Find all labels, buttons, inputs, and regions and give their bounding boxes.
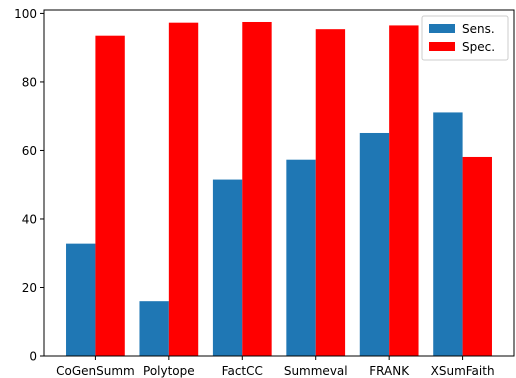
bar-spec-factcc <box>242 21 272 357</box>
bar-sens-frank <box>359 132 390 356</box>
bar-spec-polytope <box>168 22 199 357</box>
x-tick-label: XSumFaith <box>431 364 495 378</box>
bar-spec-summeval <box>315 29 346 357</box>
bar-spec-cogensumm <box>95 35 125 356</box>
bar-sens-cogensumm <box>66 243 96 356</box>
y-tick-label: 80 <box>22 75 37 89</box>
bars-group <box>66 21 492 357</box>
plot-frame <box>43 9 515 357</box>
bar-sens-factcc <box>212 179 243 356</box>
x-tick-label: CoGenSumm <box>56 364 135 378</box>
x-tick-label: Polytope <box>143 364 195 378</box>
y-tick-label: 20 <box>22 281 37 295</box>
y-tick-label: 0 <box>29 350 37 364</box>
x-tick-label: FRANK <box>369 364 410 378</box>
legend-swatch-spec <box>429 42 455 51</box>
y-tick-label: 100 <box>14 7 37 21</box>
bar-spec-frank <box>389 25 419 356</box>
bar-spec-xsumfaith <box>462 156 492 356</box>
legend-swatch-sens <box>429 24 455 33</box>
y-axis-ticks: 0 20 40 60 80 100 <box>14 7 44 364</box>
x-tick-label: Summeval <box>284 364 348 378</box>
bar-sens-xsumfaith <box>433 112 463 357</box>
y-tick-label: 60 <box>22 144 37 158</box>
legend-label-sens: Sens. <box>462 22 495 36</box>
x-tick-label: FactCC <box>222 364 263 378</box>
y-tick-label: 40 <box>22 212 37 226</box>
x-axis-ticks: CoGenSumm Polytope FactCC Summeval FRANK XSum… <box>56 356 495 378</box>
legend: Sens. Spec. <box>421 15 509 61</box>
bar-sens-polytope <box>139 301 169 356</box>
bar-sens-summeval <box>286 159 316 356</box>
legend-label-spec: Spec. <box>462 40 495 54</box>
